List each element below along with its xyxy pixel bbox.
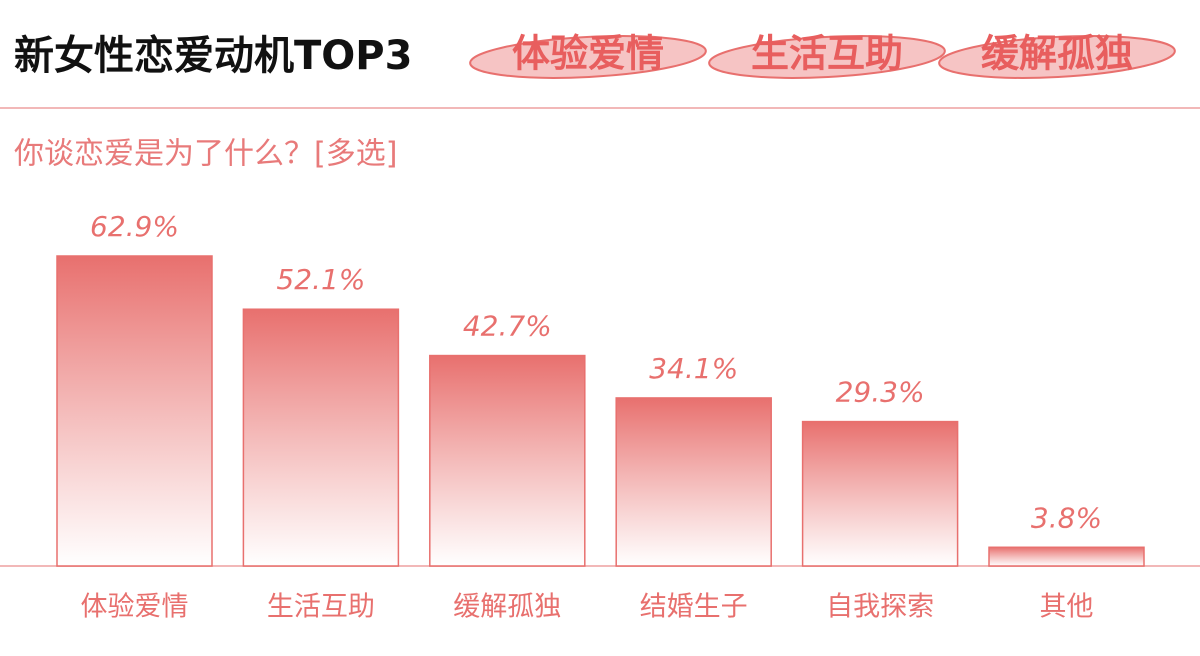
bar xyxy=(56,255,213,567)
bar xyxy=(988,546,1145,567)
tag-ellipse xyxy=(708,35,946,79)
bar xyxy=(615,397,772,567)
title-tag: 生活互助 xyxy=(751,32,903,76)
title-tag: 缓解孤独 xyxy=(981,32,1133,76)
x-tick-label: 自我探索 xyxy=(826,592,934,623)
value-label: 3.8% xyxy=(1031,501,1102,534)
value-label: 62.9% xyxy=(90,210,179,243)
title-tag: 体验爱情 xyxy=(512,32,664,76)
tag-ellipse xyxy=(469,35,707,79)
chart-title: 新女性恋爱动机TOP3 xyxy=(14,33,412,79)
tag-ellipse xyxy=(938,35,1176,79)
bar xyxy=(801,420,959,567)
x-tick-label: 结婚生子 xyxy=(640,592,748,623)
value-label: 42.7% xyxy=(463,310,552,343)
value-label: 52.1% xyxy=(276,263,365,296)
x-tick-label: 生活互助 xyxy=(267,592,375,623)
chart-subtitle: 你谈恋爱是为了什么？[多选] xyxy=(14,137,397,172)
value-label: 29.3% xyxy=(836,376,925,409)
title-tags: 体验爱情 生活互助 缓解孤独 xyxy=(469,32,1176,79)
bar xyxy=(429,354,586,567)
bar xyxy=(242,308,400,567)
x-tick-label: 缓解孤独 xyxy=(453,592,561,623)
value-label: 34.1% xyxy=(649,352,738,385)
x-tick-label: 体验爱情 xyxy=(81,592,189,623)
x-tick-label: 其他 xyxy=(1040,592,1094,623)
